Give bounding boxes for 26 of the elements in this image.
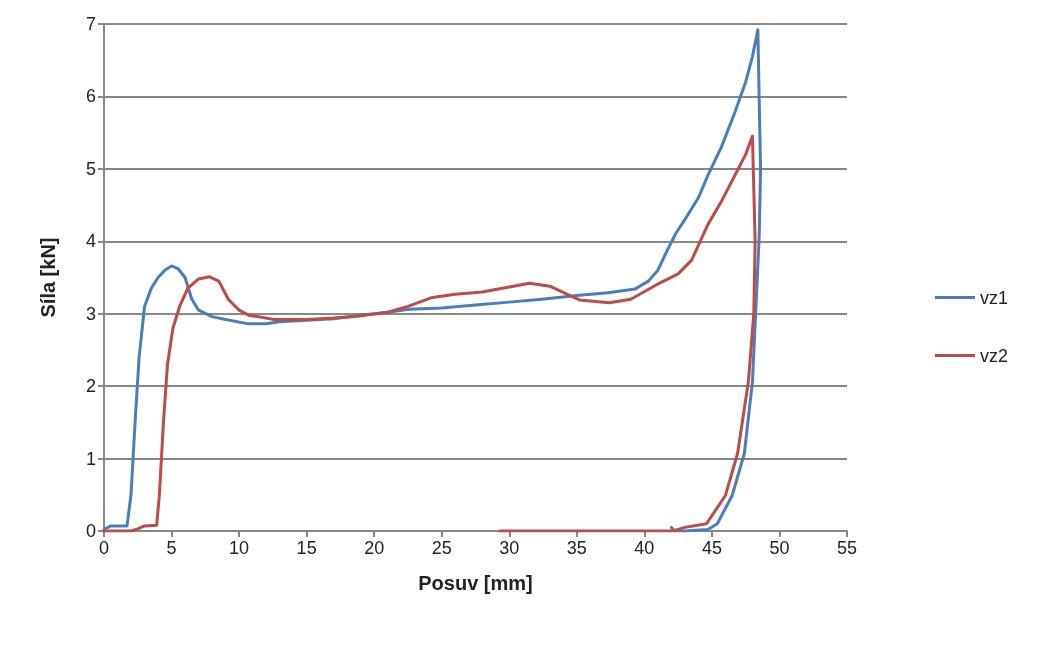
x-tick-label: 20 bbox=[364, 538, 385, 558]
x-axis-title: Posuv [mm] bbox=[418, 572, 533, 594]
line-series bbox=[102, 134, 757, 533]
y-tick-label: 0 bbox=[85, 521, 96, 541]
y-tick-label: 7 bbox=[85, 14, 96, 34]
legend-label: vz1 bbox=[979, 287, 1008, 308]
y-tick-label: 2 bbox=[85, 376, 96, 397]
legend-label: vz2 bbox=[979, 345, 1008, 366]
y-tick-label: 6 bbox=[85, 86, 96, 107]
x-tick-label: 5 bbox=[166, 538, 177, 558]
y-tick-label: 3 bbox=[85, 303, 96, 324]
x-tick-label: 50 bbox=[769, 538, 790, 558]
x-tick-label: 15 bbox=[296, 538, 317, 558]
line-series bbox=[102, 28, 763, 533]
x-tick-label: 10 bbox=[229, 538, 250, 558]
x-tick-label: 25 bbox=[431, 538, 452, 558]
y-tick-label: 5 bbox=[85, 158, 96, 179]
y-tick-label: 4 bbox=[85, 231, 96, 252]
y-tick-label: 1 bbox=[85, 448, 96, 469]
y-axis-title: Síla [kN] bbox=[37, 237, 59, 318]
x-tick-label: 45 bbox=[701, 538, 722, 558]
x-tick-label: 55 bbox=[836, 538, 858, 558]
x-tick-label: 30 bbox=[499, 538, 520, 558]
x-tick-label: 35 bbox=[566, 538, 587, 558]
x-tick-label: 40 bbox=[634, 538, 655, 558]
x-tick-label: 0 bbox=[98, 538, 110, 558]
